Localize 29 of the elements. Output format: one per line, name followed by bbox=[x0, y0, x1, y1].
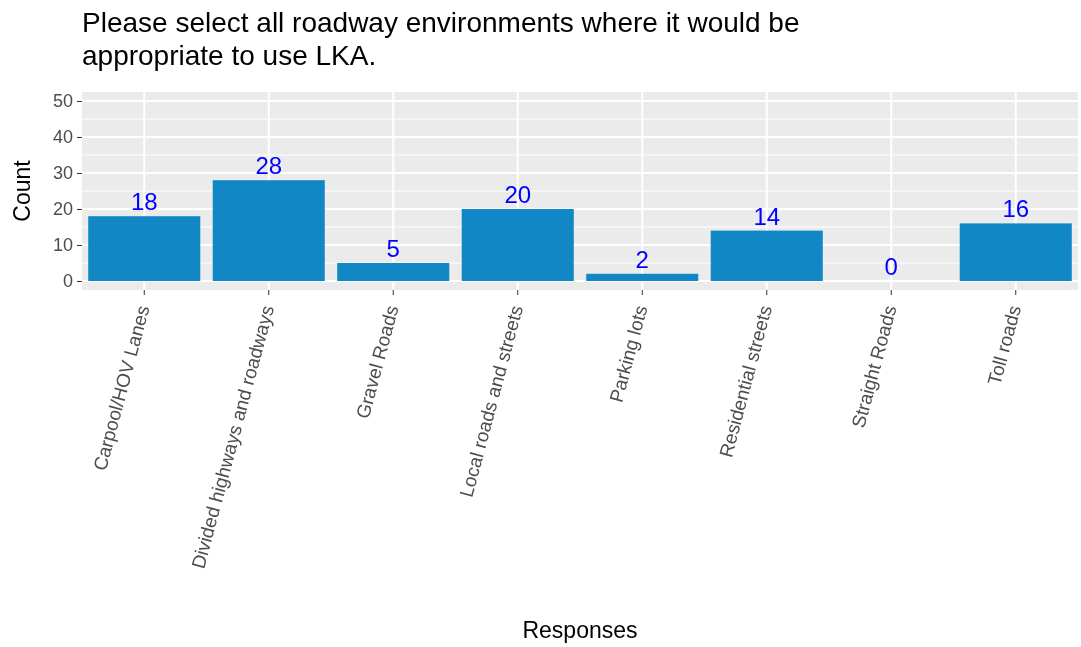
x-tick-label: Local roads and streets bbox=[455, 303, 527, 500]
data-label: 18 bbox=[130, 188, 158, 216]
bar bbox=[959, 223, 1072, 281]
y-tick-label: 40 bbox=[52, 127, 73, 148]
y-tick-label: 50 bbox=[52, 91, 73, 112]
data-label: 20 bbox=[504, 181, 532, 208]
data-label: 28 bbox=[255, 152, 283, 180]
bar bbox=[461, 209, 574, 281]
x-tick-label: Gravel Roads bbox=[352, 303, 403, 421]
bar bbox=[212, 180, 325, 281]
x-axis-title: Responses bbox=[522, 617, 638, 643]
data-label: 14 bbox=[753, 202, 781, 230]
data-label: 16 bbox=[1002, 195, 1030, 223]
y-tick-label: 0 bbox=[62, 271, 73, 292]
x-tick-label: Parking lots bbox=[605, 303, 652, 405]
y-tick-label: 30 bbox=[52, 163, 73, 184]
x-tick-label: Straight Roads bbox=[847, 303, 901, 431]
chart-title: Please select all roadway environments where it would be appropriate to use LKA. bbox=[82, 7, 800, 71]
bar bbox=[586, 273, 699, 281]
bar bbox=[337, 263, 450, 281]
bar bbox=[710, 230, 823, 281]
y-axis-title: Count bbox=[9, 159, 35, 222]
x-tick-label: Toll roads bbox=[983, 303, 1025, 388]
bar bbox=[88, 216, 201, 281]
data-label: 5 bbox=[386, 235, 400, 262]
data-label: 2 bbox=[635, 245, 649, 273]
data-label: 0 bbox=[884, 253, 898, 280]
y-tick-label: 10 bbox=[52, 235, 73, 256]
y-tick-label: 20 bbox=[52, 199, 73, 220]
